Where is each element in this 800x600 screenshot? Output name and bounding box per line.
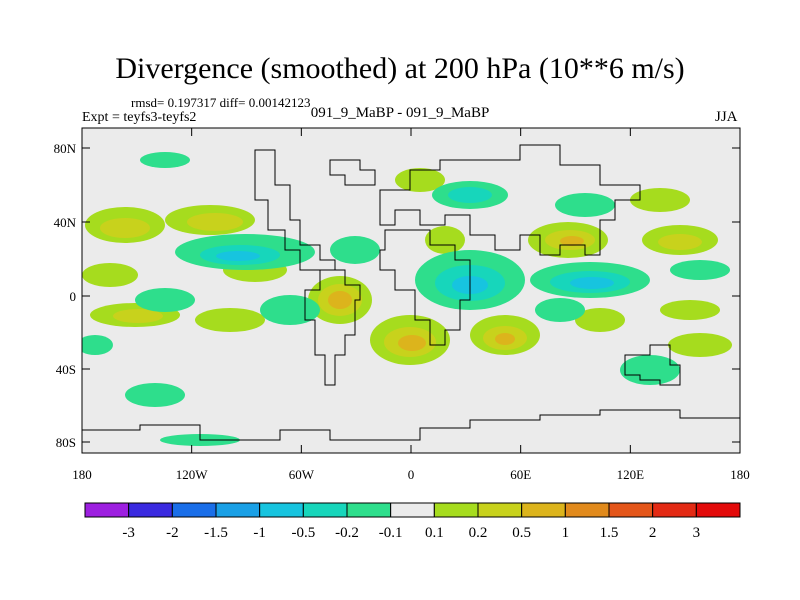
colorbar-swatch xyxy=(84,502,130,518)
colorbar-label: 2 xyxy=(649,525,657,541)
colorbar-label: 1 xyxy=(562,525,570,541)
x-tick-label: 60W xyxy=(289,467,315,482)
y-tick-label: 0 xyxy=(70,289,77,304)
colorbar-label: 0.5 xyxy=(512,525,531,541)
colorbar-swatch xyxy=(477,502,523,518)
colorbar-swatch xyxy=(608,502,654,518)
y-tick-label: 80S xyxy=(56,435,76,450)
antarctica-coast xyxy=(82,409,740,441)
y-axis-labels: 80N 40N 0 40S 80S xyxy=(54,141,77,450)
case-subtitle: 091_9_MaBP - 091_9_MaBP xyxy=(310,105,490,121)
experiment-label: Expt = teyfs3-teyfs2 xyxy=(82,110,197,125)
colorbar-label: -0.5 xyxy=(291,525,315,541)
colorbar-swatch xyxy=(390,502,435,518)
coastlines xyxy=(82,144,740,441)
plot-title: Divergence (smoothed) at 200 hPa (10**6 … xyxy=(115,52,685,85)
season-label: JJA xyxy=(715,109,738,125)
divergence-field xyxy=(82,152,732,446)
colorbar-label: 1.5 xyxy=(600,525,619,541)
y-tick-label: 80N xyxy=(54,141,77,156)
colorbar-swatch xyxy=(521,502,566,518)
x-axis-ticks xyxy=(81,128,741,453)
colorbar-label: -0.2 xyxy=(335,525,359,541)
colorbar-swatch xyxy=(433,502,479,518)
colorbar-label: -0.1 xyxy=(379,525,403,541)
rmsd-diff-stats: rmsd= 0.197317 diff= 0.00142123 xyxy=(131,95,311,110)
x-axis-labels: 180 120W 60W 0 60E 120E 180 xyxy=(72,467,750,482)
colorbar-swatch xyxy=(128,502,173,518)
greenland-coast xyxy=(329,159,376,186)
colorbar-swatch xyxy=(302,502,348,518)
x-tick-label: 180 xyxy=(730,467,750,482)
colorbar-label: 0.2 xyxy=(469,525,488,541)
negative-mid-regions xyxy=(200,187,630,301)
africa-coast xyxy=(379,229,471,346)
colorbar-swatch xyxy=(652,502,697,518)
north-america-coast xyxy=(254,149,336,271)
colorbar-swatch xyxy=(695,502,741,518)
colorbar-swatch xyxy=(215,502,261,518)
colorbar-label: 3 xyxy=(693,525,701,541)
positive-strong-regions xyxy=(328,236,584,351)
x-tick-label: 120W xyxy=(176,467,209,482)
x-tick-label: 0 xyxy=(408,467,415,482)
colorbar-label: -3 xyxy=(122,525,135,541)
y-axis-ticks xyxy=(82,147,740,443)
colorbar-label: -1 xyxy=(253,525,266,541)
south-america-coast xyxy=(304,269,361,386)
colorbar-label: -1.5 xyxy=(204,525,228,541)
y-tick-label: 40S xyxy=(56,362,76,377)
colorbar-labels: -3 -2 -1.5 -1 -0.5 -0.2 -0.1 0.1 0.2 0.5 1 1.5 2 3 xyxy=(122,525,700,541)
colorbar-label: 0.1 xyxy=(425,525,444,541)
x-tick-label: 120E xyxy=(617,467,645,482)
x-tick-label: 180 xyxy=(72,467,92,482)
colorbar-label: -2 xyxy=(166,525,179,541)
colorbar-swatch xyxy=(171,502,217,518)
colorbar-swatch xyxy=(259,502,304,518)
colorbar xyxy=(84,502,741,518)
eurasia-coast xyxy=(379,144,641,256)
colorbar-swatch xyxy=(346,502,392,518)
y-tick-label: 40N xyxy=(54,215,77,230)
colorbar-swatch xyxy=(564,502,610,518)
australia-coast xyxy=(624,344,681,386)
x-tick-label: 60E xyxy=(510,467,531,482)
